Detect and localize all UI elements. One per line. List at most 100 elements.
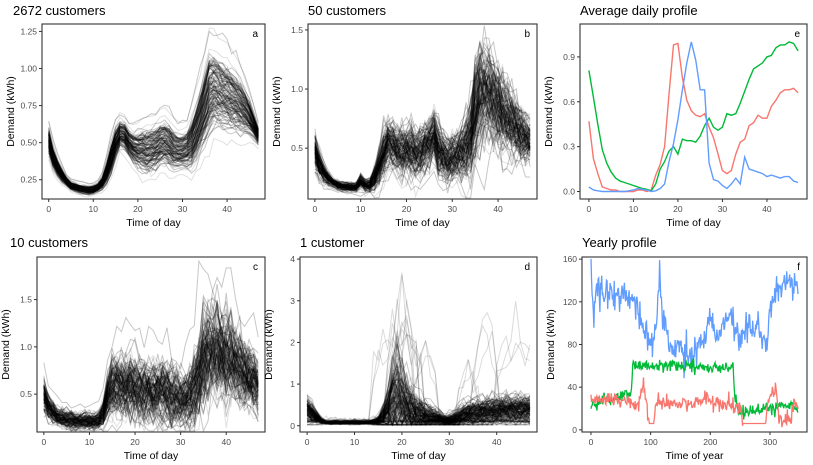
series-line bbox=[43, 337, 259, 421]
series-line bbox=[43, 300, 259, 422]
y-tick-label: 0.75 bbox=[20, 101, 37, 111]
series-line bbox=[43, 359, 259, 428]
series-line bbox=[48, 56, 259, 188]
series-line bbox=[306, 378, 531, 424]
series-line bbox=[314, 96, 531, 191]
series-line bbox=[307, 392, 531, 427]
series-line bbox=[48, 87, 259, 191]
series-line bbox=[314, 52, 531, 187]
series-line bbox=[314, 68, 531, 193]
series-line bbox=[48, 80, 259, 190]
spike-line bbox=[306, 332, 530, 423]
panel-b: 50 customers 0.5 1.0 1.5 0 10 20 30 40 Time of da… bbox=[271, 3, 538, 229]
series-line bbox=[306, 405, 531, 427]
x-axis-label: Time of day bbox=[124, 450, 179, 462]
y-tick-label: 3 bbox=[290, 296, 295, 306]
series-line bbox=[43, 315, 259, 424]
series-line bbox=[314, 66, 531, 187]
series-line bbox=[43, 325, 259, 421]
series-line bbox=[48, 112, 259, 195]
series-line bbox=[314, 95, 531, 193]
series-line bbox=[48, 100, 259, 192]
panel-title: 10 customers bbox=[10, 235, 89, 250]
series-line bbox=[314, 98, 531, 191]
spike-line bbox=[307, 330, 531, 424]
series-line bbox=[306, 353, 531, 423]
series-line bbox=[314, 81, 531, 188]
y-axis-label: Demand (kWh) bbox=[543, 76, 555, 147]
series-line bbox=[314, 72, 531, 189]
plot-area bbox=[306, 272, 531, 427]
series-line bbox=[48, 101, 259, 193]
panel-title: Average daily profile bbox=[580, 3, 698, 18]
series-line bbox=[306, 373, 531, 424]
series-line bbox=[48, 106, 259, 193]
series-line bbox=[306, 397, 531, 427]
series-line bbox=[314, 79, 531, 191]
series-line bbox=[43, 296, 259, 421]
x-tick-label: 30 bbox=[176, 437, 186, 447]
series-line bbox=[314, 62, 531, 188]
series-line bbox=[48, 105, 259, 193]
spike-line bbox=[306, 314, 530, 423]
series-line bbox=[306, 383, 531, 424]
spike-line bbox=[307, 299, 531, 424]
series-line bbox=[48, 125, 259, 196]
x-tick-label: 40 bbox=[222, 437, 232, 447]
series-line bbox=[48, 89, 259, 192]
series-line bbox=[314, 69, 531, 188]
series-line bbox=[306, 374, 531, 424]
series-line bbox=[314, 42, 531, 186]
y-tick-label: 0.5 bbox=[20, 389, 32, 399]
series-line bbox=[306, 408, 531, 427]
series-line bbox=[314, 73, 531, 190]
series-line bbox=[43, 325, 259, 421]
series-line bbox=[43, 341, 259, 427]
series-line bbox=[306, 372, 531, 423]
series-line bbox=[48, 71, 259, 190]
series-line bbox=[43, 358, 259, 432]
series-line bbox=[48, 58, 259, 188]
series-line bbox=[306, 401, 530, 426]
series-line bbox=[314, 105, 531, 193]
series-line bbox=[314, 74, 531, 190]
series-line bbox=[43, 300, 259, 421]
series-line bbox=[306, 387, 531, 423]
series-line bbox=[48, 64, 259, 188]
series-line bbox=[314, 54, 531, 188]
series-line bbox=[314, 54, 531, 190]
series-line bbox=[48, 98, 259, 193]
series-line bbox=[43, 353, 259, 430]
series-line bbox=[43, 366, 259, 432]
series-line bbox=[306, 380, 531, 424]
series-line bbox=[306, 403, 530, 427]
series-line bbox=[314, 78, 531, 188]
series-line bbox=[307, 405, 530, 426]
series-line bbox=[48, 102, 259, 193]
x-tick-label: 20 bbox=[130, 437, 140, 447]
series-line bbox=[314, 75, 531, 189]
series-line bbox=[43, 357, 259, 428]
series-line bbox=[306, 375, 531, 423]
series-line bbox=[43, 300, 259, 418]
series-line bbox=[314, 59, 531, 185]
series-line bbox=[48, 64, 259, 189]
series-line bbox=[43, 327, 259, 428]
series-line bbox=[314, 60, 531, 186]
panel-letter: a bbox=[252, 29, 258, 40]
series-line bbox=[306, 379, 531, 424]
panel-a: 2672 customers 0.25 0.50 0.75 1.00 1.25 0 10 20 3… bbox=[5, 3, 266, 229]
series-line bbox=[307, 402, 531, 426]
series-line bbox=[43, 331, 259, 426]
y-axis-label: Demand (kWh) bbox=[5, 76, 17, 147]
series-line bbox=[43, 337, 259, 423]
series-line bbox=[306, 383, 531, 424]
series-line bbox=[314, 83, 531, 189]
y-axis-label: Demand (kWh) bbox=[545, 309, 557, 380]
series-line bbox=[314, 71, 531, 193]
series-line bbox=[306, 389, 531, 424]
series-line bbox=[48, 83, 259, 191]
y-tick-label: 4 bbox=[290, 254, 295, 264]
y-tick-label: 0.0 bbox=[563, 187, 575, 197]
series-line bbox=[306, 391, 531, 426]
